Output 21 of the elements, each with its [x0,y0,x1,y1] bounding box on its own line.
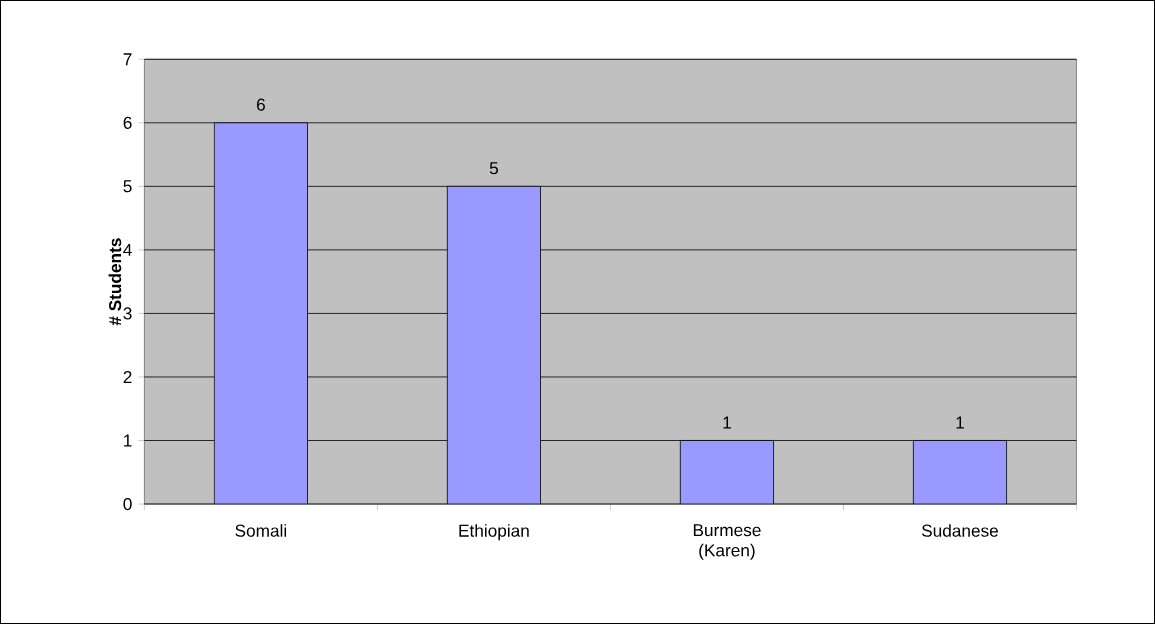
data-label: 1 [723,416,731,429]
y-tick-label: 3 [123,307,132,320]
data-label: 5 [489,162,498,175]
bar [213,122,308,504]
y-tick-label: 6 [123,116,132,129]
y-tick-label: 2 [123,370,132,383]
y-tick-label: 1 [124,434,132,447]
y-tick-label: 5 [123,180,132,193]
x-tick-label: Burmese (Karen) [693,524,761,560]
data-label: 6 [256,98,265,111]
bar [679,440,774,504]
x-tick-label: Somali [235,524,287,537]
bar [446,185,541,504]
y-axis-title: # Students [108,238,122,326]
x-tick-label: Sudanese [921,524,998,537]
bar [912,440,1007,504]
data-label: 1 [956,416,964,429]
y-tick-label: 0 [123,497,132,511]
y-tick-label: 4 [123,243,132,256]
x-tick-label: Ethiopian [459,524,529,541]
y-tick-label: 7 [123,53,132,66]
